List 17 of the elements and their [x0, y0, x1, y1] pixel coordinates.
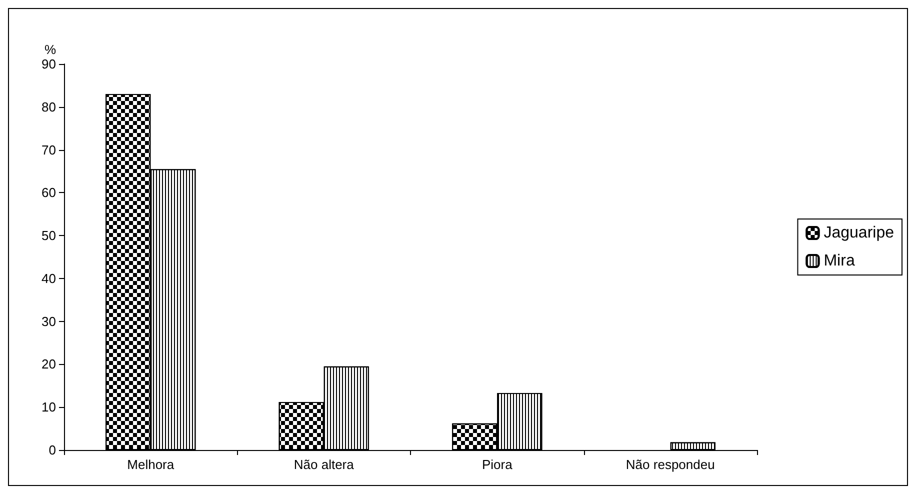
x-tick-label: Não altera — [294, 457, 355, 472]
y-tick-label: 50 — [42, 228, 56, 244]
y-tick-label: 20 — [42, 356, 56, 372]
y-tick-label: 90 — [42, 56, 56, 72]
legend-label: Jaguaripe — [824, 224, 894, 242]
y-axis-title: % — [44, 42, 56, 57]
y-tick-label: 70 — [42, 142, 56, 158]
y-tick-label: 0 — [48, 442, 56, 458]
y-tick-label: 10 — [42, 400, 56, 415]
x-tick-label: Piora — [482, 457, 514, 472]
legend-label: Mira — [824, 252, 855, 270]
x-tick-label: Não respondeu — [626, 457, 715, 472]
y-tick-label: 30 — [42, 314, 56, 329]
y-tick-label: 40 — [42, 270, 56, 286]
x-tick-label: Melhora — [127, 457, 175, 472]
y-tick-label: 60 — [42, 185, 56, 200]
y-tick-label: 80 — [42, 99, 56, 114]
